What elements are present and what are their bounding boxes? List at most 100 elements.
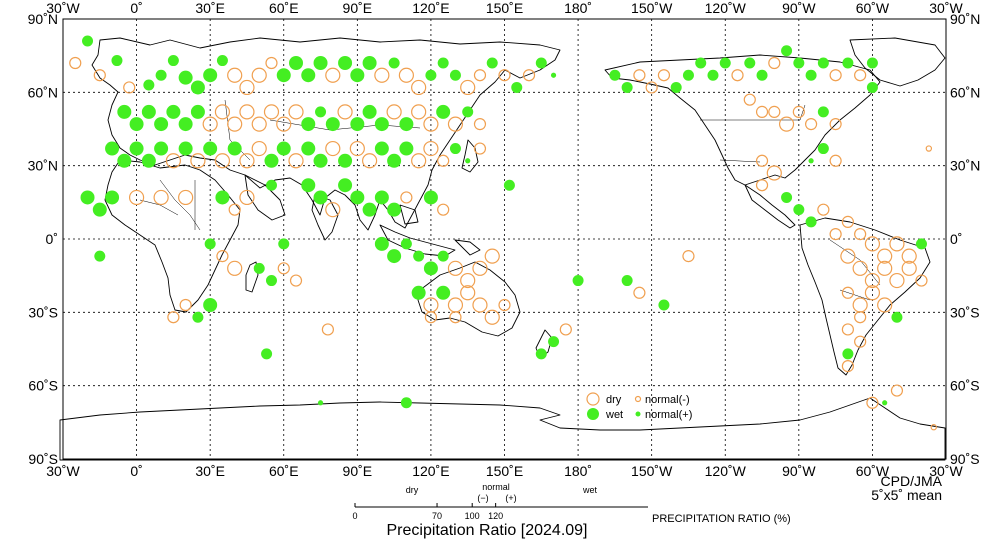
dry-station-marker	[325, 140, 341, 157]
dry-station-marker	[829, 118, 842, 131]
dry-station-marker	[289, 274, 303, 287]
wet-station-marker	[891, 311, 903, 323]
dry-station-marker	[424, 311, 438, 324]
latitude-label: 90˚S	[950, 451, 980, 467]
wet-station-marker	[621, 81, 633, 93]
dry-station-marker	[411, 79, 427, 96]
wet-station-marker	[204, 238, 216, 250]
dry-station-marker	[559, 323, 572, 336]
map-title: Precipitation Ratio [2024.09]	[386, 522, 587, 539]
wet-station-marker	[805, 69, 817, 81]
dry-station-marker	[472, 260, 488, 276]
dry-station-marker	[167, 311, 180, 324]
dry-station-marker	[841, 215, 854, 228]
wet-station-marker	[682, 69, 694, 81]
dry-station-marker	[447, 260, 464, 276]
longitude-label: 120˚W	[705, 0, 747, 16]
dry-station-marker	[890, 384, 904, 397]
dry-station-marker	[829, 69, 842, 82]
resolution-label: 5˚x5˚ mean	[871, 487, 942, 503]
wet-station-marker	[265, 275, 277, 287]
dry-station-marker	[216, 250, 229, 263]
dry-station-marker	[852, 297, 868, 313]
dry-station-marker	[227, 67, 243, 83]
dry-station-marker	[854, 69, 867, 82]
dry-station-marker	[829, 228, 842, 241]
wet-station-marker	[350, 117, 365, 132]
longitude-label: 60˚E	[269, 0, 299, 16]
dry-station-marker	[841, 360, 854, 373]
scale-tick-label: 70	[432, 511, 442, 521]
wet-station-marker	[411, 285, 426, 300]
dry-station-marker	[854, 335, 867, 348]
wet-station-marker	[261, 348, 273, 360]
dry-station-marker	[165, 153, 181, 169]
longitude-label: 150˚W	[631, 463, 673, 479]
dry-station-marker	[239, 79, 255, 96]
longitude-label: 90˚E	[343, 0, 373, 16]
dry-station-marker	[498, 298, 511, 312]
legend-wet-label: wet	[605, 409, 623, 421]
dry-station-marker	[864, 272, 881, 289]
latitude-label: 90˚N	[950, 11, 980, 27]
wet-station-marker	[154, 141, 169, 156]
wet-station-marker	[882, 400, 888, 406]
wet-station-marker	[362, 104, 377, 119]
credit-label: CPD/JMA	[881, 473, 943, 489]
scale-minus-label: (−)	[477, 493, 488, 503]
longitude-label: 120˚E	[412, 0, 449, 16]
wet-station-marker	[387, 153, 402, 168]
dry-station-marker	[325, 202, 341, 218]
dry-station-marker	[227, 116, 243, 132]
dry-station-marker	[682, 250, 695, 263]
wet-station-marker	[400, 397, 412, 409]
dry-station-marker	[804, 118, 818, 131]
dry-station-marker	[877, 248, 893, 264]
wet-station-marker	[301, 117, 316, 132]
wet-station-marker	[695, 57, 707, 69]
wet-station-marker	[82, 35, 94, 47]
dry-station-marker	[854, 311, 867, 324]
wet-station-marker	[817, 57, 829, 69]
wet-station-marker	[719, 57, 731, 69]
wet-station-marker	[362, 56, 377, 70]
wet-station-marker	[744, 57, 756, 69]
wet-station-marker	[80, 190, 95, 205]
longitude-label: 60˚W	[856, 0, 890, 16]
longitude-label: 120˚W	[705, 463, 747, 479]
map-frame	[62, 18, 947, 460]
wet-station-marker	[301, 68, 316, 83]
legend: dry wet normal(-) normal(+)	[586, 392, 692, 421]
dry-station-marker	[423, 116, 439, 132]
dry-station-marker	[337, 104, 353, 120]
wet-station-marker	[253, 262, 265, 274]
wet-station-marker	[117, 153, 132, 168]
scale-unit-label: PRECIPITATION RATIO (%)	[652, 513, 791, 525]
wet-station-marker	[388, 57, 400, 69]
dry-station-marker	[755, 154, 769, 167]
latitude-label: 90˚S	[28, 451, 58, 467]
wet-station-marker	[670, 81, 682, 93]
dry-station-marker	[93, 69, 106, 82]
dry-station-marker	[214, 153, 231, 169]
legend-normal-minus-label: normal(-)	[645, 394, 690, 406]
dry-station-marker	[864, 285, 881, 301]
dry-station-marker	[473, 69, 487, 82]
dry-station-marker	[792, 105, 805, 118]
dry-station-marker	[778, 116, 795, 132]
dry-station-marker	[841, 286, 854, 299]
wet-station-marker	[449, 143, 461, 155]
wet-station-marker	[111, 55, 123, 67]
dry-station-marker	[889, 236, 905, 252]
dry-station-marker	[288, 104, 304, 120]
dry-station-marker	[460, 79, 476, 96]
wet-station-marker	[793, 204, 805, 216]
dry-station-marker	[400, 191, 413, 204]
latitude-label: 30˚S	[28, 304, 58, 320]
dry-station-marker	[361, 153, 378, 169]
dry-station-marker	[265, 56, 278, 70]
wet-station-marker	[399, 141, 414, 156]
wet-station-marker	[315, 106, 327, 118]
dry-station-marker	[190, 153, 206, 169]
wet-station-marker	[203, 141, 218, 156]
